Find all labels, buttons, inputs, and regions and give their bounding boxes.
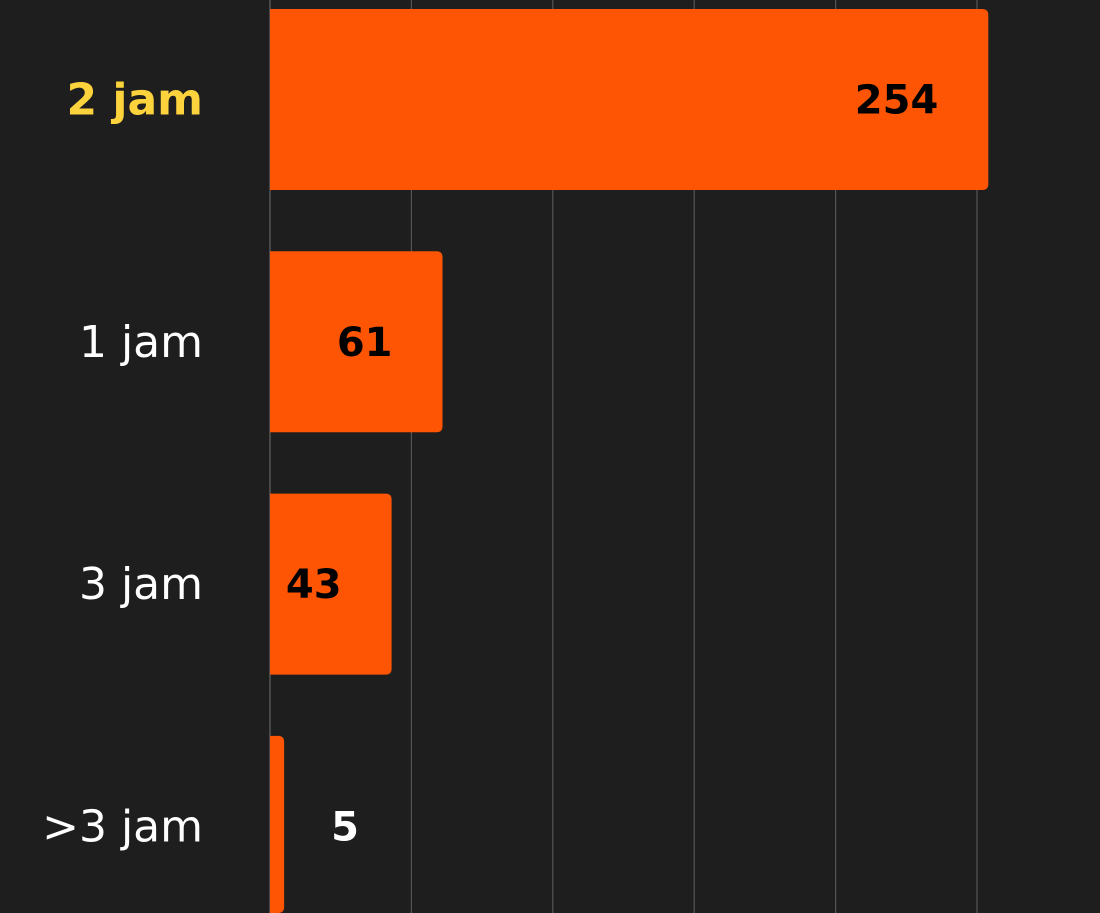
category-label: 2 jam [66, 75, 203, 126]
bar-3-jam [270, 735, 285, 913]
value-label: 43 [286, 562, 342, 608]
category-label: 1 jam [79, 317, 203, 368]
value-label: 61 [337, 320, 393, 366]
bar-2-jam [270, 9, 989, 190]
value-label: 254 [855, 78, 939, 124]
category-label: 3 jam [79, 559, 203, 610]
category-label: >3 jam [42, 801, 203, 852]
bars [270, 9, 989, 913]
value-label: 5 [331, 804, 359, 850]
category-labels: 2 jam 1 jam 3 jam >3 jam [42, 75, 203, 853]
bar-3-jam [270, 493, 392, 675]
value-labels: 254 61 43 5 [286, 78, 938, 851]
bar-1-jam [270, 251, 443, 433]
